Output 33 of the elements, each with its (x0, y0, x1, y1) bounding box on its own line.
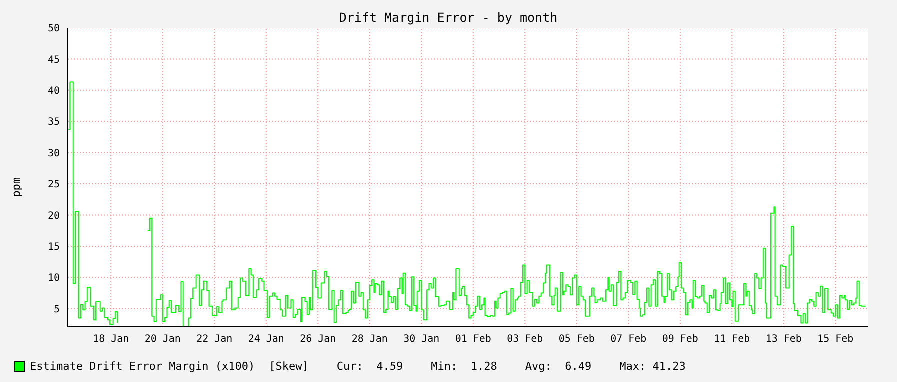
x-tick-label: 09 Feb (662, 334, 698, 346)
y-tick-label: 50 (48, 24, 60, 35)
x-tick-label: 07 Feb (610, 334, 647, 346)
text: Avg: 6.49 (525, 360, 592, 373)
x-tick-label: 13 Feb (766, 334, 802, 346)
x-tick-label: 26 Jan (300, 334, 336, 346)
legend-label: Estimate Drift Error Margin (x100) (30, 360, 256, 373)
x-tick-label: 01 Feb (455, 334, 492, 346)
y-tick-label: 15 (48, 242, 60, 254)
y-tick-label: 40 (48, 86, 60, 97)
text: [Skew] (269, 360, 309, 373)
y-axis-title: ppm (10, 177, 23, 198)
y-tick-label: 5 (54, 304, 60, 316)
y-tick-label: 45 (48, 54, 60, 66)
y-tick-label: 25 (48, 180, 60, 191)
text: Min: 1.28 (431, 360, 498, 373)
y-tick-label: 20 (48, 210, 60, 222)
x-tick-label: 28 Jan (352, 334, 388, 346)
x-tick-label: 03 Feb (507, 334, 544, 346)
x-tick-label: 22 Jan (196, 334, 233, 346)
text: Cur: 4.59 (336, 360, 404, 373)
x-tick-label: 30 Jan (404, 334, 440, 346)
x-tick-label: 05 Feb (558, 334, 595, 346)
y-tick-label: 35 (48, 117, 60, 128)
chart-title: Drift Margin Error - by month (338, 10, 559, 25)
x-tick-label: 18 Jan (93, 334, 130, 346)
x-tick-label: 11 Feb (714, 334, 750, 346)
y-tick-label: 30 (48, 148, 60, 160)
x-tick-label: 24 Jan (248, 334, 284, 346)
y-tick-label: 10 (48, 273, 60, 284)
text: Max: 41.23 (620, 360, 686, 373)
x-tick-label: 15 Feb (818, 334, 854, 346)
x-tick-label: 20 Jan (144, 334, 181, 346)
